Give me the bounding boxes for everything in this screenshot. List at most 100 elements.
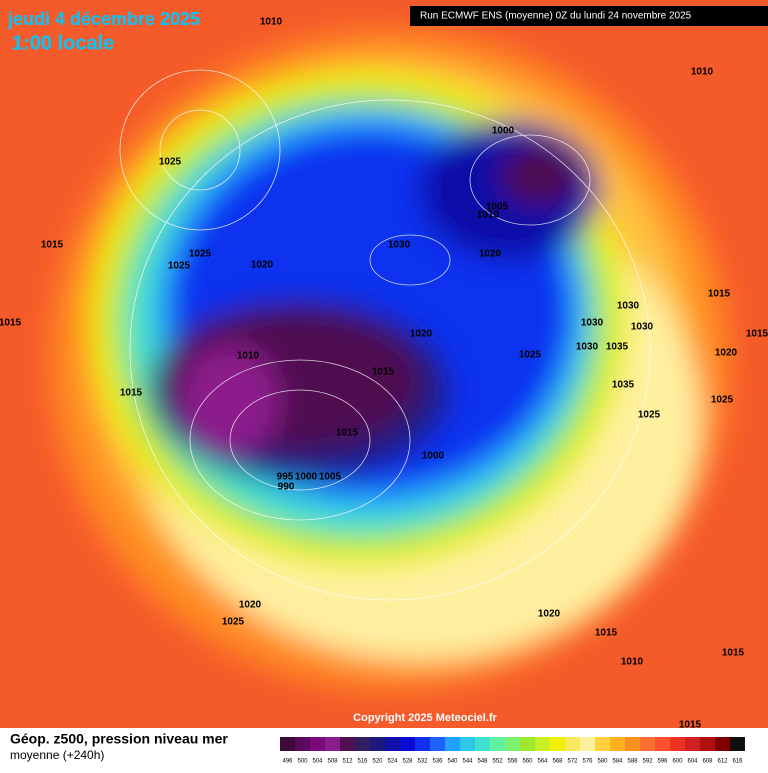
scale-swatch <box>700 737 715 751</box>
scale-label: 524 <box>387 759 398 765</box>
isobar-label: 1015 <box>41 240 64 251</box>
time: 1:00 locale <box>12 32 114 54</box>
scale-label: 532 <box>417 759 428 765</box>
isobar-label: 1030 <box>617 301 640 312</box>
scale-label: 612 <box>717 759 728 765</box>
isobar-label: 1025 <box>159 157 182 168</box>
scale-swatch <box>535 737 550 751</box>
scale-label: 608 <box>702 759 713 765</box>
scale-label: 568 <box>552 759 563 765</box>
isobar-label: 1015 <box>746 329 768 340</box>
scale-label: 596 <box>657 759 668 765</box>
isobar-label: 1020 <box>479 249 502 260</box>
scale-label: 616 <box>732 759 743 765</box>
scale-swatch <box>460 737 475 751</box>
scale-swatch <box>550 737 565 751</box>
scale-swatch <box>415 737 430 751</box>
scale-label: 504 <box>312 759 323 765</box>
scale-label: 540 <box>447 759 458 765</box>
scale-label: 516 <box>357 759 368 765</box>
isobar-label: 995 <box>277 472 294 483</box>
scale-swatch <box>310 737 325 751</box>
scale-swatch <box>610 737 625 751</box>
isobar-label: 1030 <box>581 318 604 329</box>
scale-swatch <box>280 737 295 751</box>
scale-swatch <box>655 737 670 751</box>
isobar-label: 1020 <box>410 329 433 340</box>
isobar-label: 1030 <box>388 240 411 251</box>
isobar-label: 1025 <box>519 350 542 361</box>
scale-label: 572 <box>567 759 578 765</box>
scale-label: 592 <box>642 759 653 765</box>
scale-label: 500 <box>297 759 308 765</box>
scale-label: 520 <box>372 759 383 765</box>
isobar-label: 1000 <box>295 472 318 483</box>
field <box>0 0 768 728</box>
isobar-label: 1025 <box>711 395 734 406</box>
scale-swatch <box>385 737 400 751</box>
scale-label: 552 <box>492 759 503 765</box>
isobar-label: 1015 <box>722 648 745 659</box>
isobars <box>119 69 651 601</box>
scale-label: 588 <box>627 759 638 765</box>
scale-swatch <box>580 737 595 751</box>
isobar-label: 1020 <box>239 600 262 611</box>
scale-label: 536 <box>432 759 443 765</box>
run-banner <box>410 6 768 26</box>
isobar-label: 1020 <box>538 609 561 620</box>
scale-label: 512 <box>342 759 353 765</box>
scale-swatch <box>370 737 385 751</box>
scale-label: 584 <box>612 759 623 765</box>
scale-label: 604 <box>687 759 698 765</box>
isobar-label: 1035 <box>606 342 629 353</box>
isobar-label: 1020 <box>715 348 738 359</box>
isobar-label: 1015 <box>595 628 618 639</box>
isobar-label: 1010 <box>691 67 714 78</box>
isobar-label: 1030 <box>576 342 599 353</box>
scale-swatch <box>520 737 535 751</box>
isobar-label: 1020 <box>251 260 274 271</box>
isobar-label: 1025 <box>222 617 245 628</box>
scale-swatch <box>505 737 520 751</box>
scale-swatch <box>340 737 355 751</box>
scale-label: 564 <box>537 759 548 765</box>
scale-swatch <box>685 737 700 751</box>
scale-swatch <box>730 737 745 751</box>
color-scale: 496 500 504 508 512 516 520 524 528 532 536 540 544 5… <box>280 737 745 765</box>
scale-label: 544 <box>462 759 473 765</box>
scale-swatch <box>625 737 640 751</box>
scale-swatch <box>430 737 445 751</box>
scale-swatch <box>400 737 415 751</box>
scale-label: 548 <box>477 759 488 765</box>
scale-swatch <box>565 737 580 751</box>
isobar-label: 1000 <box>422 451 445 462</box>
scale-label: 496 <box>282 759 293 765</box>
isobar-labels: 1010101010251000100510101030102010151025… <box>0 17 768 731</box>
scale-swatch <box>490 737 505 751</box>
isobar-label: 1025 <box>638 410 661 421</box>
scale-label: 576 <box>582 759 593 765</box>
copyright: Copyright 2025 Meteociel.fr <box>353 712 497 724</box>
isobar-label: 1015 <box>336 428 359 439</box>
scale-swatch <box>295 737 310 751</box>
date: jeudi 4 décembre 2025 <box>7 9 200 29</box>
legend-title: Géop. z500, pression niveau mer <box>10 731 228 747</box>
isobar-label: 1030 <box>631 322 654 333</box>
isobar-label: 1010 <box>260 17 283 28</box>
scale-swatch <box>445 737 460 751</box>
isobar-label: 1005 <box>486 202 509 213</box>
scale-label: 560 <box>522 759 533 765</box>
scale-label: 528 <box>402 759 413 765</box>
scale-label: 600 <box>672 759 683 765</box>
scale-label: 556 <box>507 759 518 765</box>
scale-label: 580 <box>597 759 608 765</box>
scale-label: 508 <box>327 759 338 765</box>
scale-swatch <box>475 737 490 751</box>
isobar-label: 1005 <box>319 472 342 483</box>
scale-swatch <box>670 737 685 751</box>
isobar-label: 1015 <box>0 318 22 329</box>
isobar-label: 1010 <box>237 351 260 362</box>
scale-swatch <box>715 737 730 751</box>
scale-swatch <box>325 737 340 751</box>
